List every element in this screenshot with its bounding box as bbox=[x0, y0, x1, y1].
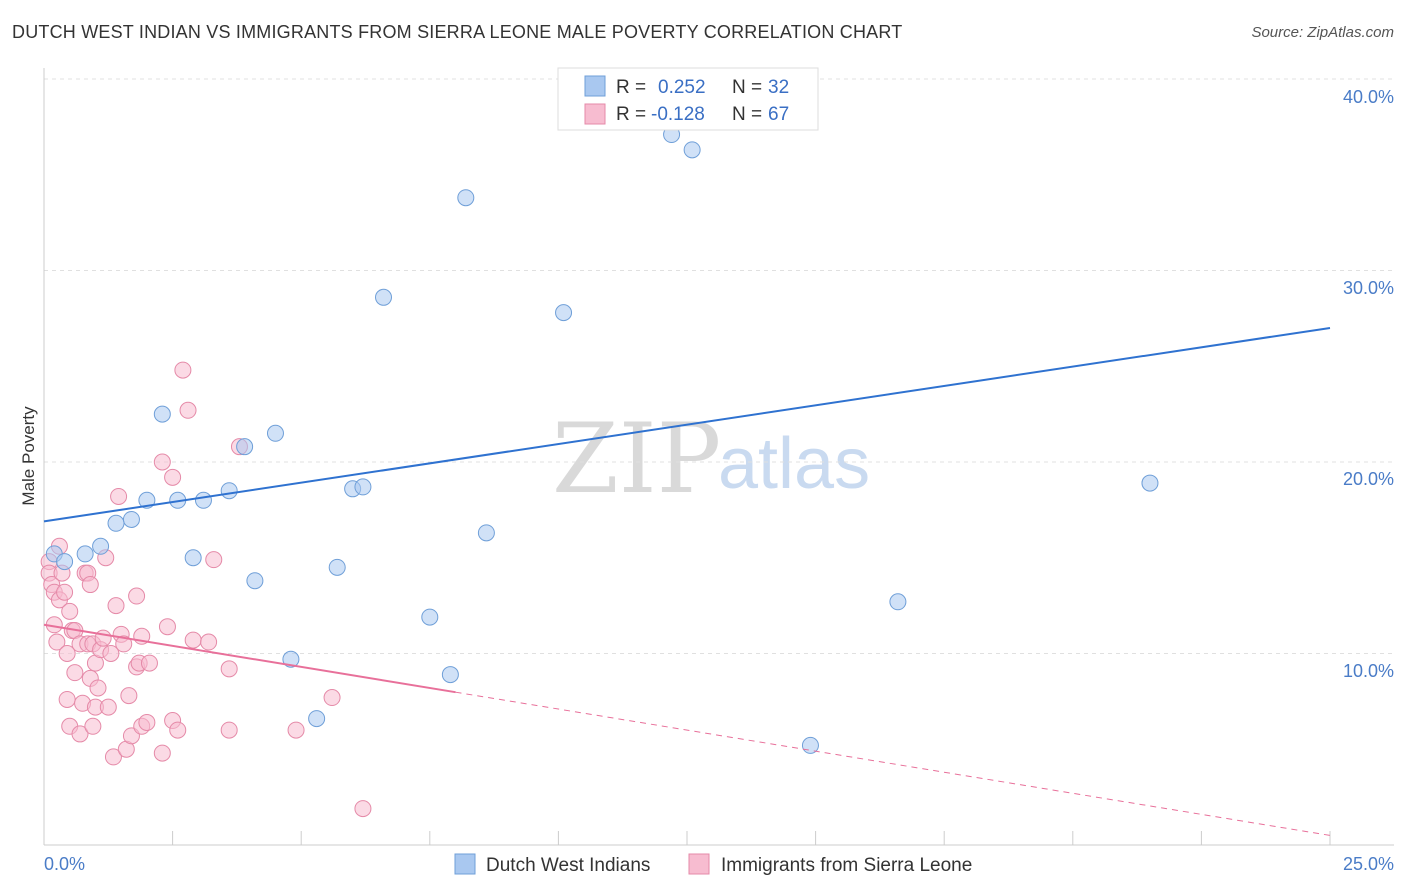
data-point-dutch-west-indians bbox=[477, 524, 495, 542]
data-point-sierra-leone bbox=[354, 800, 372, 818]
legend-r-label-blue: R = bbox=[616, 77, 646, 98]
y-tick-label-10: 10.0% bbox=[1343, 661, 1394, 681]
gridlines bbox=[44, 78, 1394, 654]
data-point-sierra-leone bbox=[89, 679, 107, 697]
data-point-dutch-west-indians bbox=[889, 593, 907, 611]
data-point-sierra-leone bbox=[58, 690, 76, 708]
data-point-sierra-leone bbox=[179, 401, 197, 419]
data-point-dutch-west-indians bbox=[683, 141, 701, 159]
trend-lines bbox=[43, 326, 1331, 836]
y-axis-title: Male Poverty bbox=[19, 406, 38, 506]
data-point-sierra-leone bbox=[99, 698, 117, 716]
legend-swatch-blue bbox=[584, 75, 606, 97]
legend-r-label-pink: R = bbox=[616, 104, 646, 125]
data-point-dutch-west-indians bbox=[92, 537, 110, 555]
data-point-sierra-leone bbox=[84, 717, 102, 735]
data-point-dutch-west-indians bbox=[328, 558, 346, 576]
y-tick-label-30: 30.0% bbox=[1343, 278, 1394, 298]
data-point-dutch-west-indians bbox=[282, 650, 300, 668]
data-point-sierra-leone bbox=[56, 583, 74, 601]
legend-n-value-blue: 32 bbox=[768, 77, 789, 98]
watermark: ZIP atlas bbox=[552, 403, 870, 515]
data-point-dutch-west-indians bbox=[441, 666, 459, 684]
data-point-dutch-west-indians bbox=[194, 491, 212, 509]
data-point-sierra-leone bbox=[115, 635, 133, 653]
x-tick-label-min: 0.0% bbox=[44, 854, 85, 874]
data-point-sierra-leone bbox=[48, 633, 66, 651]
legend-bottom-swatch-blue bbox=[454, 853, 476, 875]
data-point-sierra-leone bbox=[66, 664, 84, 682]
legend-bottom-swatch-pink bbox=[688, 853, 710, 875]
data-point-sierra-leone bbox=[287, 721, 305, 739]
watermark-atlas: atlas bbox=[718, 424, 870, 504]
y-tick-label-20: 20.0% bbox=[1343, 469, 1394, 489]
legend-bottom-label-blue: Dutch West Indians bbox=[486, 855, 650, 876]
data-point-sierra-leone bbox=[138, 713, 156, 731]
data-point-dutch-west-indians bbox=[76, 545, 94, 563]
data-point-sierra-leone bbox=[220, 721, 238, 739]
legend-r-value-pink: -0.128 bbox=[651, 104, 705, 125]
data-point-dutch-west-indians bbox=[354, 478, 372, 496]
data-point-dutch-west-indians bbox=[375, 288, 393, 306]
source-credit: Source: ZipAtlas.com bbox=[1251, 24, 1394, 41]
data-point-dutch-west-indians bbox=[220, 482, 238, 500]
data-point-sierra-leone bbox=[153, 744, 171, 762]
trend-line-dutch-west-indians bbox=[43, 326, 1331, 523]
data-point-dutch-west-indians bbox=[184, 549, 202, 567]
data-point-dutch-west-indians bbox=[457, 189, 475, 207]
data-point-sierra-leone bbox=[104, 748, 122, 766]
data-point-sierra-leone bbox=[120, 687, 138, 705]
data-point-sierra-leone bbox=[184, 631, 202, 649]
data-point-sierra-leone bbox=[71, 725, 89, 743]
data-point-dutch-west-indians bbox=[266, 424, 284, 442]
data-point-dutch-west-indians bbox=[107, 514, 125, 532]
data-point-sierra-leone bbox=[58, 645, 76, 662]
data-point-sierra-leone bbox=[200, 633, 218, 651]
data-point-sierra-leone bbox=[107, 597, 125, 615]
data-point-sierra-leone bbox=[110, 487, 128, 505]
legend-n-label-blue: N = bbox=[732, 77, 762, 98]
data-point-dutch-west-indians bbox=[153, 405, 171, 423]
legend-n-value-pink: 67 bbox=[768, 104, 789, 125]
chart-title: DUTCH WEST INDIAN VS IMMIGRANTS FROM SIE… bbox=[12, 22, 903, 42]
data-point-sierra-leone bbox=[140, 654, 158, 672]
x-tick-label-max: 25.0% bbox=[1343, 854, 1394, 874]
data-point-sierra-leone bbox=[220, 660, 238, 678]
data-point-sierra-leone bbox=[169, 721, 187, 739]
data-point-sierra-leone bbox=[81, 576, 99, 594]
trend-line-sierra-leone-extrapolated bbox=[455, 691, 1331, 836]
data-point-sierra-leone bbox=[174, 361, 192, 379]
data-point-dutch-west-indians bbox=[308, 710, 326, 728]
data-point-sierra-leone bbox=[128, 587, 146, 605]
legend-bottom: Dutch West Indians Immigrants from Sierr… bbox=[454, 853, 972, 876]
axes bbox=[43, 68, 1394, 846]
data-point-sierra-leone bbox=[164, 468, 182, 486]
data-point-sierra-leone bbox=[61, 602, 79, 620]
legend-r-value-blue: 0.252 bbox=[658, 77, 706, 98]
data-point-dutch-west-indians bbox=[236, 438, 254, 456]
data-point-dutch-west-indians bbox=[421, 608, 439, 626]
data-point-dutch-west-indians bbox=[555, 304, 573, 322]
watermark-zip: ZIP bbox=[552, 403, 721, 515]
y-tick-label-40: 40.0% bbox=[1343, 87, 1394, 107]
data-point-dutch-west-indians bbox=[56, 553, 74, 571]
data-point-sierra-leone bbox=[205, 551, 223, 569]
legend-n-label-pink: N = bbox=[732, 104, 762, 125]
data-point-dutch-west-indians bbox=[246, 572, 264, 590]
data-point-dutch-west-indians bbox=[1141, 474, 1159, 492]
data-point-sierra-leone bbox=[323, 689, 341, 707]
data-point-sierra-leone bbox=[153, 453, 171, 471]
legend-bottom-label-pink: Immigrants from Sierra Leone bbox=[721, 855, 972, 876]
trend-line-sierra-leone bbox=[43, 623, 456, 694]
data-point-dutch-west-indians bbox=[122, 510, 140, 528]
data-point-sierra-leone bbox=[102, 645, 120, 662]
legend-swatch-pink bbox=[584, 103, 606, 125]
data-point-sierra-leone bbox=[158, 618, 176, 636]
series-sierra-leone-points bbox=[40, 361, 372, 818]
series-dutch-west-indians-points bbox=[45, 112, 1159, 754]
legend-top: R = 0.252 N = 32 R = -0.128 N = 67 bbox=[557, 67, 819, 131]
